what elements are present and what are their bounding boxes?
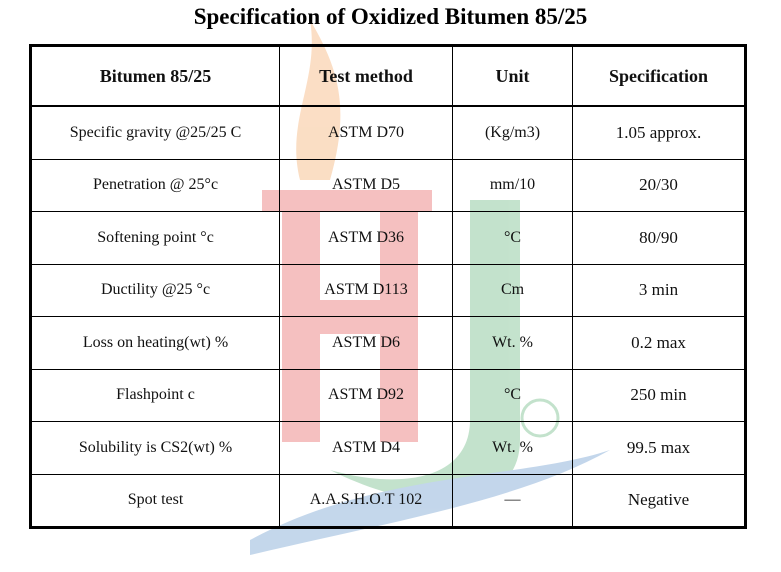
title: Specification of Oxidized Bitumen 85/25 <box>193 4 588 29</box>
table-cell: ASTM D113 <box>279 263 453 317</box>
table-cell: Cm <box>452 263 573 317</box>
table-cell: A.A.S.H.O.T 102 <box>279 473 453 528</box>
table-cell: — <box>452 473 573 528</box>
table-cell: 3 min <box>572 263 746 317</box>
table-cell: Wt. % <box>452 421 573 475</box>
table-row: Solubility is CS2(wt) % ASTM D4 Wt. % 99.5 … <box>30 421 746 475</box>
spec-table: Bitumen 85/25 Test method Unit Specificatio… <box>29 44 747 529</box>
table-cell: ASTM D92 <box>279 368 453 422</box>
header-cell: Unit <box>452 45 573 107</box>
table-cell: Specific gravity @25/25 C <box>30 105 280 160</box>
table-row: Ductility @25 °c ASTM D113 Cm 3 min <box>30 263 746 317</box>
table-row: Loss on heating(wt) % ASTM D6 Wt. % 0.2 max <box>30 316 746 370</box>
table-cell: Wt. % <box>452 316 573 370</box>
table-cell: ASTM D36 <box>279 211 453 265</box>
table-cell: Solubility is CS2(wt) % <box>30 421 280 475</box>
table-cell: 80/90 <box>572 211 746 265</box>
table-cell: ASTM D70 <box>279 105 453 160</box>
table-cell: mm/10 <box>452 158 573 212</box>
table-cell: °C <box>452 368 573 422</box>
table-row: Penetration @ 25°c ASTM D5 mm/10 20/30 <box>30 158 746 212</box>
table-cell: 20/30 <box>572 158 746 212</box>
table-cell: Softening point °c <box>30 211 280 265</box>
table-cell: 0.2 max <box>572 316 746 370</box>
table-cell: (Kg/m3) <box>452 105 573 160</box>
table-cell: ASTM D5 <box>279 158 453 212</box>
table-row: Spot test A.A.S.H.O.T 102— Negative <box>30 473 746 528</box>
header-cell: Bitumen 85/25 <box>30 45 280 107</box>
table-cell: Spot test <box>30 473 280 528</box>
table-row: Specific gravity @25/25 C ASTM D70 (Kg/m3)… <box>30 105 746 160</box>
table-cell: °C <box>452 211 573 265</box>
table-cell: ASTM D6 <box>279 316 453 370</box>
table-cell: Penetration @ 25°c <box>30 158 280 212</box>
table-cell: Flashpoint c <box>30 368 280 422</box>
table-row: Softening point °c ASTM D36 °C 80/90 <box>30 211 746 265</box>
table-row: Flashpoint c ASTM D92 °C 250 min <box>30 368 746 422</box>
table-cell: Ductility @25 °c <box>30 263 280 317</box>
header-cell: Specification <box>572 45 746 107</box>
header-cell: Test method <box>279 45 453 107</box>
table-cell: Loss on heating(wt) % <box>30 316 280 370</box>
table-cell: 99.5 max <box>572 421 746 475</box>
table-cell: 250 min <box>572 368 746 422</box>
table-cell: ASTM D4 <box>279 421 453 475</box>
table-body: Specific gravity @25/25 C ASTM D70 (Kg/m3)… <box>30 105 746 528</box>
table-cell: Negative <box>572 473 746 528</box>
table-cell: 1.05 approx. <box>572 105 746 160</box>
header-row: Bitumen 85/25 Test method Unit Specificatio… <box>30 45 746 107</box>
